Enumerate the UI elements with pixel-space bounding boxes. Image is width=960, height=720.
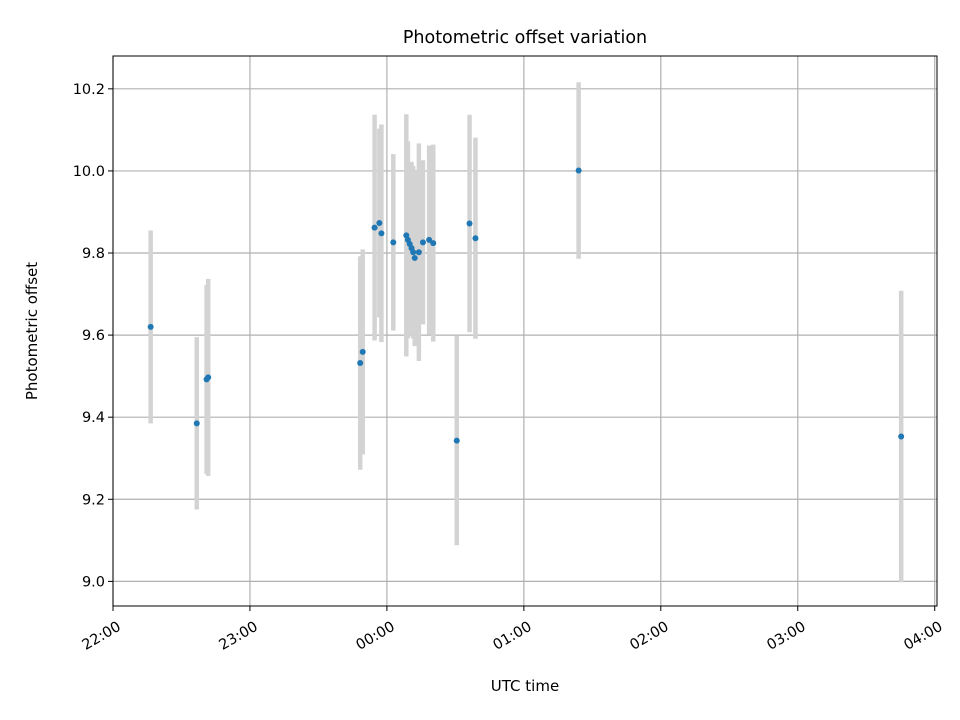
data-point [357, 360, 364, 367]
data-point [410, 249, 417, 256]
data-point [472, 235, 479, 242]
data-point [205, 374, 212, 381]
data-point [575, 167, 582, 174]
y-tick-label: 9.0 [82, 574, 105, 590]
data-point [390, 239, 397, 246]
y-tick-label: 9.8 [82, 246, 105, 262]
data-point [376, 220, 383, 227]
chart-title: Photometric offset variation [403, 28, 647, 48]
data-point [378, 230, 385, 237]
data-point [466, 220, 473, 227]
data-point [403, 232, 410, 239]
y-tick-label: 10.2 [73, 82, 105, 98]
data-point [371, 224, 378, 231]
data-points [147, 167, 905, 444]
y-tick-label: 9.4 [82, 410, 105, 426]
y-axis-label: Photometric offset [23, 262, 41, 400]
data-point [415, 249, 422, 256]
data-point [898, 433, 905, 440]
plot-frame [112, 55, 938, 607]
x-axis-label: UTC time [491, 677, 559, 695]
data-point [430, 240, 437, 247]
data-point [147, 323, 154, 330]
y-tick-label: 10.0 [73, 164, 105, 180]
y-tick-label: 9.6 [82, 328, 105, 344]
data-point [411, 254, 418, 261]
data-point [193, 420, 200, 427]
grid [112, 56, 937, 606]
y-tick-label: 9.2 [82, 492, 105, 508]
data-point [419, 239, 426, 246]
data-point [359, 348, 366, 355]
data-point [453, 437, 460, 444]
data-point [426, 236, 433, 243]
